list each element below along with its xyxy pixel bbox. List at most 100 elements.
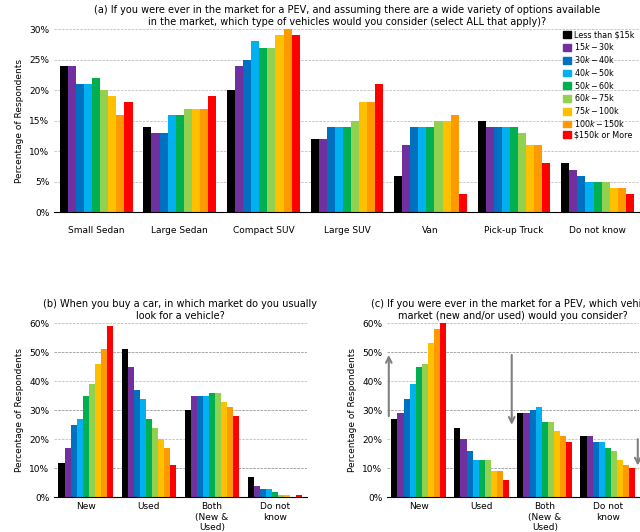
Bar: [70, 425, 77, 497]
Bar: [184, 410, 191, 497]
Bar: [479, 460, 485, 497]
Bar: [143, 127, 152, 212]
Bar: [402, 145, 410, 212]
Bar: [268, 47, 275, 212]
Bar: [95, 364, 101, 497]
Bar: [451, 115, 459, 212]
Bar: [259, 47, 268, 212]
Bar: [391, 419, 397, 497]
Bar: [554, 430, 560, 497]
Bar: [598, 442, 605, 497]
Bar: [440, 309, 446, 497]
Bar: [605, 448, 611, 497]
Bar: [422, 364, 428, 497]
Bar: [517, 413, 524, 497]
Bar: [146, 419, 152, 497]
Bar: [472, 460, 479, 497]
Bar: [192, 109, 200, 212]
Bar: [127, 367, 134, 497]
Title: (b) When you buy a car, in which market do you usually
look for a vehicle?: (b) When you buy a car, in which market …: [44, 300, 317, 321]
Bar: [100, 90, 108, 212]
Bar: [426, 127, 435, 212]
Bar: [542, 422, 548, 497]
Bar: [343, 127, 351, 212]
Y-axis label: Percentage of Respondents: Percentage of Respondents: [15, 348, 24, 472]
Bar: [251, 41, 259, 212]
Bar: [65, 448, 70, 497]
Bar: [215, 393, 221, 497]
Bar: [586, 436, 593, 497]
Bar: [235, 66, 243, 212]
Bar: [234, 416, 239, 497]
Bar: [221, 402, 227, 497]
Bar: [108, 326, 113, 497]
Bar: [184, 109, 192, 212]
Bar: [296, 495, 303, 497]
Bar: [124, 103, 132, 212]
Bar: [176, 115, 184, 212]
Bar: [617, 460, 623, 497]
Bar: [310, 139, 319, 212]
Bar: [367, 103, 375, 212]
Bar: [248, 477, 253, 497]
Bar: [503, 480, 509, 497]
Bar: [196, 396, 203, 497]
Bar: [403, 398, 410, 497]
Bar: [68, 66, 76, 212]
Bar: [319, 139, 326, 212]
Bar: [410, 127, 419, 212]
Bar: [454, 428, 460, 497]
Bar: [200, 109, 208, 212]
Bar: [140, 398, 146, 497]
Bar: [375, 84, 383, 212]
Bar: [510, 127, 518, 212]
Bar: [122, 349, 127, 497]
Bar: [284, 29, 292, 212]
Bar: [416, 367, 422, 497]
Bar: [397, 413, 403, 497]
Bar: [534, 145, 542, 212]
Bar: [284, 495, 291, 497]
Bar: [76, 84, 84, 212]
Bar: [134, 390, 140, 497]
Bar: [419, 127, 426, 212]
Bar: [536, 408, 542, 497]
Bar: [108, 96, 116, 212]
Bar: [497, 471, 503, 497]
Bar: [548, 422, 554, 497]
Bar: [275, 35, 284, 212]
Bar: [526, 145, 534, 212]
Bar: [486, 127, 494, 212]
Bar: [394, 176, 402, 212]
Bar: [435, 121, 443, 212]
Bar: [561, 163, 570, 212]
Bar: [209, 393, 215, 497]
Bar: [101, 349, 108, 497]
Bar: [58, 462, 65, 497]
Bar: [460, 439, 467, 497]
Y-axis label: Percentage of Respondents: Percentage of Respondents: [15, 59, 24, 183]
Bar: [92, 78, 100, 212]
Bar: [83, 396, 89, 497]
Bar: [159, 133, 168, 212]
Bar: [164, 448, 170, 497]
Bar: [570, 170, 577, 212]
Bar: [593, 182, 602, 212]
Bar: [292, 35, 300, 212]
Bar: [566, 442, 572, 497]
Bar: [351, 121, 359, 212]
Title: (c) If you were ever in the market for a PEV, which vehicle
market (new and/or u: (c) If you were ever in the market for a…: [371, 300, 640, 321]
Bar: [593, 442, 598, 497]
Bar: [529, 410, 536, 497]
Bar: [443, 121, 451, 212]
Bar: [477, 121, 486, 212]
Bar: [467, 451, 472, 497]
Bar: [626, 194, 634, 212]
Bar: [491, 471, 497, 497]
Bar: [260, 489, 266, 497]
Bar: [560, 436, 566, 497]
Bar: [542, 163, 550, 212]
Bar: [580, 436, 586, 497]
Bar: [524, 413, 529, 497]
Bar: [152, 133, 159, 212]
